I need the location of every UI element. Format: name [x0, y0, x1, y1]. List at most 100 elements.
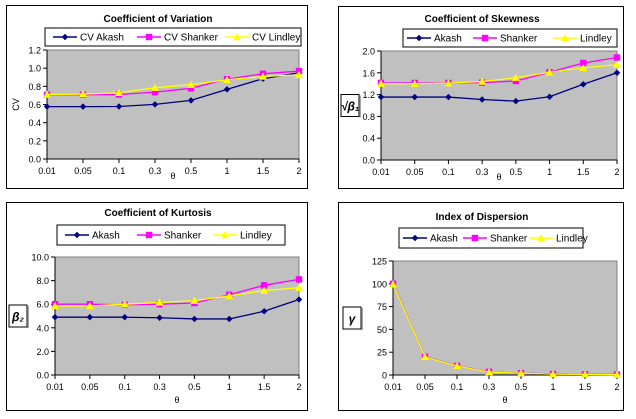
legend-label-lindley: Lindley [240, 231, 272, 242]
x-tick-label: 1 [550, 382, 555, 392]
data-point-lindley [511, 73, 520, 81]
series-line-shanker [55, 278, 300, 306]
data-point-shanker [187, 85, 195, 92]
x-tick-label: 0.01 [46, 382, 64, 392]
x-tick-label: 0.1 [118, 382, 131, 392]
data-point-akash [51, 313, 59, 321]
legend-label-shanker: Shanker [490, 234, 528, 245]
legend-label-shanker: CV Shanker [164, 33, 219, 44]
data-point-lindley [190, 296, 199, 304]
chart-index-of-dispersion: Index of Dispersion Akash Shanker Lindley 0 2… [338, 202, 624, 411]
y-tick-label: 10.0 [31, 253, 49, 263]
y-tick-label: 100 [372, 279, 387, 289]
data-point-akash [512, 97, 520, 105]
legend-marker-akash [61, 33, 69, 41]
legend: CV Akash CV Shanker CV Lindley [44, 27, 302, 47]
series-line-lindley [46, 74, 300, 96]
series-line-akash [55, 298, 300, 320]
y-axis-label: γ [342, 306, 363, 330]
data-point-akash [151, 101, 159, 108]
legend-label-lindley: Lindley [580, 34, 612, 45]
x-tick-label: 0.01 [384, 382, 402, 392]
data-point-lindley [260, 286, 269, 294]
data-point-lindley [225, 291, 234, 300]
data-point-lindley [517, 369, 525, 377]
legend: Akash Shanker Lindley [56, 224, 286, 246]
legend-box [56, 224, 286, 246]
x-tick-label: 0.01 [38, 166, 56, 176]
x-axis-label: θ [496, 172, 501, 182]
data-point-akash [579, 80, 587, 88]
y-tick-label: 1.2 [362, 90, 375, 100]
data-point-akash [115, 103, 123, 110]
legend-label-shanker: Shanker [164, 231, 202, 242]
x-tick-label: 0.01 [372, 167, 390, 177]
legend-marker-akash [73, 231, 81, 239]
x-tick-label: 1.5 [579, 382, 592, 392]
y-tick-label: 0.4 [28, 118, 41, 128]
legend-marker-lindley [221, 231, 229, 239]
series-line-akash [381, 72, 618, 102]
series-line-akash [47, 72, 300, 108]
plot-area [46, 49, 300, 160]
legend-marker-shanker [471, 234, 479, 242]
x-tick-label: 1 [547, 167, 552, 177]
y-tick-label: 8.0 [36, 276, 49, 286]
data-point-akash [445, 93, 452, 101]
y-axis-label-text: √β₁ [341, 100, 359, 114]
data-point-akash [86, 313, 94, 321]
legend-label-akash: Akash [430, 234, 458, 245]
data-point-lindley [377, 79, 385, 87]
legend-label-lindley: Lindley [556, 234, 588, 245]
data-point-akash [260, 307, 268, 315]
x-tick-label: 0.3 [476, 167, 489, 177]
x-tick-label: 2 [614, 167, 619, 177]
series-line-shanker [47, 70, 300, 96]
series-lindley [377, 60, 621, 87]
x-tick-label: 2 [614, 382, 619, 392]
y-tick-label: 1.0 [28, 64, 41, 74]
x-tick-label: 0.05 [81, 382, 99, 392]
data-point-akash [187, 97, 195, 104]
data-point-lindley [155, 298, 164, 306]
x-tick-label: 1 [224, 166, 229, 176]
data-point-lindley [295, 70, 303, 79]
x-tick-label: 0.05 [74, 166, 92, 176]
y-tick-label: 0.0 [28, 155, 41, 165]
data-point-akash [411, 93, 419, 101]
data-point-akash [79, 103, 87, 110]
y-tick-label: 75 [377, 302, 387, 312]
data-point-shanker [295, 276, 303, 283]
chart-title: Coefficient of Variation [104, 14, 213, 25]
x-tick-label: 0.05 [416, 382, 434, 392]
x-tick-label: 1 [227, 382, 232, 392]
y-tick-label: 1.6 [362, 68, 375, 78]
x-tick-label: 0.3 [483, 382, 496, 392]
x-tick-label: 0.5 [515, 382, 528, 392]
legend-label-akash: CV Akash [80, 33, 124, 44]
data-point-akash [156, 314, 163, 322]
series-lindley [389, 280, 621, 378]
y-axis-label-text: β₂ [11, 310, 24, 324]
x-tick-label: 0.3 [149, 166, 162, 176]
x-tick-label: 0.05 [406, 167, 424, 177]
x-tick-label: 1.5 [258, 382, 271, 392]
y-axis-label-box [340, 94, 360, 117]
x-tick-label: 0.3 [153, 382, 166, 392]
legend-box [398, 227, 584, 249]
x-tick-label: 1.5 [577, 167, 590, 177]
chart-coefficient-of-variation: Coefficient of Variation CV Akash CV Shank… [6, 5, 308, 189]
x-tick-label: 1.5 [257, 166, 270, 176]
y-tick-label: 0.6 [28, 100, 41, 110]
data-point-lindley [410, 79, 419, 87]
legend-box [44, 27, 302, 47]
legend-label-akash: Akash [434, 34, 462, 45]
data-point-lindley [151, 83, 159, 91]
data-point-lindley [295, 283, 303, 291]
y-axis-label-box [342, 306, 362, 330]
x-axis-label: θ [174, 395, 179, 405]
y-tick-label: 6.0 [36, 300, 49, 310]
data-point-lindley [581, 370, 589, 378]
chart-title: Coefficient of Kurtosis [104, 208, 212, 219]
data-point-akash [295, 296, 303, 303]
